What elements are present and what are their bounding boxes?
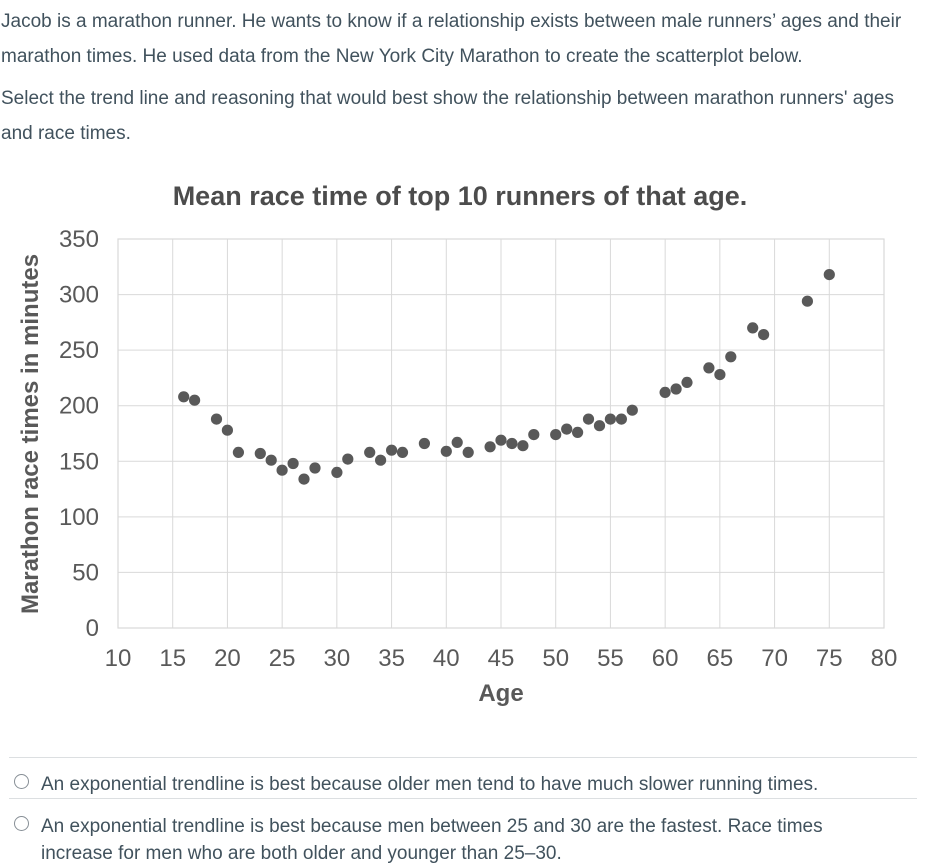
x-axis-title: Age xyxy=(478,680,523,707)
scatter-point xyxy=(178,391,190,403)
radio-button-icon[interactable] xyxy=(14,774,29,789)
x-axis-tick-label: 40 xyxy=(433,645,460,672)
scatter-point xyxy=(725,351,737,363)
scatter-point xyxy=(823,269,835,281)
scatter-point xyxy=(210,413,223,425)
answer-option-2-label[interactable]: An exponential trendline is best because… xyxy=(41,816,823,864)
y-axis-title: Marathon race times in minutes xyxy=(17,254,44,614)
radio-button-icon[interactable] xyxy=(14,816,29,831)
scatter-point xyxy=(331,466,343,478)
scatter-point xyxy=(298,473,310,485)
scatter-point xyxy=(484,441,496,453)
scatter-point xyxy=(714,369,726,381)
scatter-point xyxy=(189,394,201,406)
x-axis-tick-label: 45 xyxy=(488,645,515,672)
scatter-point xyxy=(550,429,562,441)
x-axis-tick-label: 15 xyxy=(159,645,186,672)
scatter-point xyxy=(703,362,715,374)
x-axis-tick-label: 60 xyxy=(652,645,679,672)
scatter-point xyxy=(670,383,682,395)
scatter-point xyxy=(451,436,463,448)
x-axis-tick-label: 35 xyxy=(378,645,405,672)
scatter-point xyxy=(506,437,518,450)
y-axis-tick-label: 100 xyxy=(59,504,99,531)
scatter-point xyxy=(528,429,540,441)
scatter-point xyxy=(276,464,288,476)
x-axis-tick-label: 25 xyxy=(269,645,296,672)
x-axis-tick-label: 55 xyxy=(597,645,624,672)
answer-option-1[interactable]: An exponential trendline is best because… xyxy=(14,771,818,798)
x-axis-tick-label: 80 xyxy=(871,645,898,672)
x-axis-tick-label: 10 xyxy=(105,645,132,672)
x-axis-tick-label: 50 xyxy=(542,645,569,672)
y-axis-tick-label: 0 xyxy=(86,615,99,642)
scatter-point xyxy=(309,462,321,474)
x-axis-tick-label: 65 xyxy=(707,645,734,672)
answer-option-2[interactable]: An exponential trendline is best because… xyxy=(14,813,893,867)
scatter-point xyxy=(342,453,354,465)
scatter-point xyxy=(375,454,387,466)
scatter-point xyxy=(221,424,233,436)
answer-option-1-label[interactable]: An exponential trendline is best because… xyxy=(41,774,819,795)
x-axis-tick-label: 75 xyxy=(816,645,843,672)
scatter-point xyxy=(418,437,430,450)
scatter-point xyxy=(517,440,529,452)
scatter-point xyxy=(681,376,693,388)
scatter-point xyxy=(254,447,266,460)
scatterplot-figure: 10 15 20 25 30 35 40 45 50 55 60 65 70 75 80 0 50 100 150 2… xyxy=(0,175,927,715)
scatter-point xyxy=(396,446,409,458)
scatter-point xyxy=(495,434,507,446)
scatter-point xyxy=(232,446,244,458)
x-axis-tick-label: 30 xyxy=(324,645,351,672)
scatter-point xyxy=(626,404,638,416)
chart-title: Mean race time of top 10 runners of that… xyxy=(173,181,748,211)
scatter-point xyxy=(462,446,474,458)
divider xyxy=(9,798,917,799)
y-axis-tick-label: 50 xyxy=(72,559,99,586)
scatter-point xyxy=(582,413,595,425)
x-axis-tick-label: 20 xyxy=(214,645,241,672)
y-axis-tick-label: 200 xyxy=(59,393,99,420)
scatter-point xyxy=(604,413,617,425)
scatter-point xyxy=(659,386,671,398)
scatter-point xyxy=(572,426,584,438)
scatter-point xyxy=(615,413,628,425)
prompt-paragraph-2: Select the trend line and reasoning that… xyxy=(1,88,894,144)
y-axis-tick-label: 150 xyxy=(59,448,99,475)
scatter-point xyxy=(364,446,376,458)
scatter-point xyxy=(386,444,398,456)
prompt-paragraph-1: Jacob is a marathon runner. He wants to … xyxy=(1,11,902,67)
y-axis-tick-label: 250 xyxy=(59,337,99,364)
scatter-point xyxy=(265,454,277,466)
y-axis-tick-label: 350 xyxy=(59,226,99,253)
scatter-point xyxy=(561,423,573,435)
y-axis-tick-label: 300 xyxy=(59,282,99,309)
scatter-point xyxy=(801,295,814,307)
scatterplot-svg: 10 15 20 25 30 35 40 45 50 55 60 65 70 75 80 0 50 100 150 2… xyxy=(17,181,898,707)
scatter-point xyxy=(287,457,299,470)
x-axis-tick-label: 70 xyxy=(761,645,788,672)
plot-border xyxy=(117,238,885,629)
scatter-point xyxy=(758,329,770,341)
divider xyxy=(9,757,917,758)
scatter-point xyxy=(747,322,759,334)
scatter-point xyxy=(440,445,452,457)
scatter-point xyxy=(593,420,606,432)
